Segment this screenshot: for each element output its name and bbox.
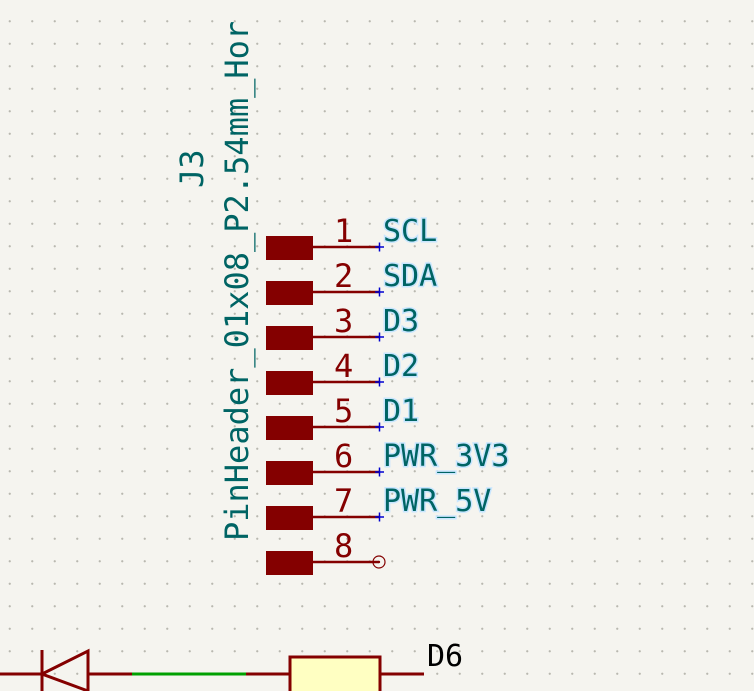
pin-number: 8 <box>334 527 353 565</box>
pin-row[interactable]: 7 PWR_5V <box>266 482 493 530</box>
pin-row[interactable]: 3 D3 <box>266 302 421 350</box>
net-label[interactable]: D1 <box>382 393 421 431</box>
net-label[interactable]: SCL <box>382 213 439 251</box>
pin-row[interactable]: 8 <box>266 527 386 575</box>
pin-pad <box>266 551 313 575</box>
resistor-body[interactable] <box>288 655 382 691</box>
pin-row[interactable]: 1 SCL <box>266 212 439 260</box>
pin-pad <box>266 236 313 260</box>
pin-number: 6 <box>334 437 353 475</box>
net-label[interactable]: PWR_5V <box>382 483 493 521</box>
unconnected-pin-marker <box>372 555 386 569</box>
pin-pad <box>266 416 313 440</box>
component-reference: J3 <box>173 149 211 188</box>
net-label[interactable]: D3 <box>382 303 421 341</box>
pin-list: 1 SCL 2 SDA 3 D3 4 D2 5 D1 6 PWR_3V3 7 PWR_5V 8 <box>266 212 511 575</box>
pin-row[interactable]: 5 D1 <box>266 392 421 440</box>
pin-pad <box>266 281 313 305</box>
diode-symbol[interactable] <box>0 648 132 691</box>
pin-row[interactable]: 6 PWR_3V3 <box>266 437 511 485</box>
pin-number: 4 <box>334 347 353 385</box>
unconnected-pin-dot <box>377 560 381 564</box>
lower-circuit: D6 <box>0 639 463 691</box>
pin-number: 5 <box>334 392 353 430</box>
net-label[interactable]: SDA <box>382 258 439 296</box>
net-label[interactable]: D2 <box>382 348 421 386</box>
pin-row[interactable]: 2 SDA <box>266 257 439 305</box>
pin-pad <box>266 461 313 485</box>
pin-number: 7 <box>334 482 353 520</box>
net-label[interactable]: PWR_3V3 <box>382 438 511 476</box>
pin-pad <box>266 506 313 530</box>
component-value: PinHeader_01x08_P2.54mm_Hor <box>218 21 256 541</box>
pin-pad <box>266 326 313 350</box>
pin-number: 2 <box>334 257 353 295</box>
component-label-d6: D6 <box>427 639 463 674</box>
pin-pad <box>266 371 313 395</box>
pin-number: 1 <box>334 212 353 250</box>
connector-j3[interactable]: J3 PinHeader_01x08_P2.54mm_Hor 1 SCL 2 SDA 3… <box>173 21 511 575</box>
pin-number: 3 <box>334 302 353 340</box>
pin-row[interactable]: 4 D2 <box>266 347 421 395</box>
